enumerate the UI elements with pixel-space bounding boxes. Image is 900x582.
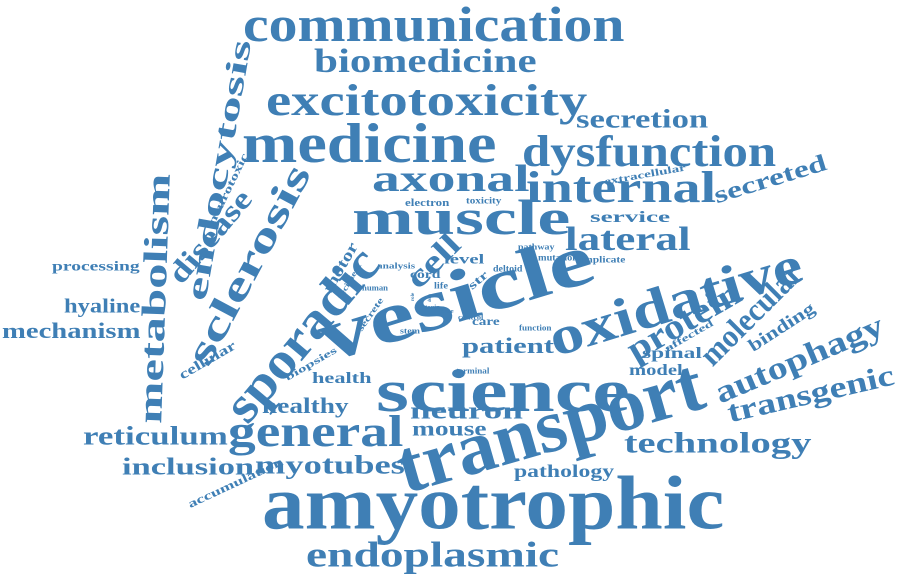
cloud-word-science: science	[376, 357, 630, 424]
cloud-word-level: level	[444, 252, 485, 268]
cloud-word-implicate: implicate	[580, 254, 626, 265]
cloud-word-myotubes: myotubes	[255, 450, 405, 480]
cloud-word-terminal: terminal	[456, 366, 490, 376]
cloud-word-secretion: secretion	[576, 104, 709, 134]
cloud-word-healthy: healthy	[262, 392, 349, 418]
cloud-word-reticulum: reticulum	[83, 421, 228, 451]
cloud-word-processing: processing	[52, 259, 140, 275]
cloud-word-medicine: medicine	[242, 113, 497, 176]
cloud-word-cord: cord	[410, 267, 441, 282]
cloud-word-biomedicine: biomedicine	[314, 43, 537, 81]
cloud-word-mutation: mutation	[538, 252, 579, 263]
cloud-word-patient: patient	[462, 332, 555, 358]
cloud-word-toxin: toxin	[425, 305, 441, 312]
cloud-word-role: role	[410, 292, 416, 301]
cloud-word-internal: internal	[526, 162, 717, 212]
cloud-word-stem: stem	[400, 326, 420, 336]
cloud-word-muscle: muscle	[352, 189, 571, 245]
cloud-word-pathway: pathway	[518, 242, 555, 252]
cloud-word-life: life	[434, 280, 449, 291]
cloud-word-lateral: lateral	[565, 221, 691, 259]
cloud-word-deltoid: deltoid	[493, 263, 523, 274]
cloud-word-care: care	[472, 314, 500, 329]
cloud-word-axonal: axonal	[372, 157, 530, 200]
cloud-word-electron: electron	[405, 197, 450, 209]
cloud-word-neuron: neuron	[410, 398, 523, 425]
cloud-word-endoplasmic: endoplasmic	[306, 534, 560, 575]
cloud-word-amyotrophic: amyotrophic	[262, 461, 725, 546]
cloud-word-function: function	[519, 323, 552, 333]
cloud-word-pathology: pathology	[514, 461, 615, 482]
cloud-word-toxicity: toxicity	[466, 195, 502, 206]
cloud-word-metabolism: metabolism	[132, 172, 178, 425]
cloud-word-control: control	[458, 313, 484, 322]
cloud-word-death: death	[427, 294, 433, 302]
cloud-word-hyaline: hyaline	[64, 295, 141, 318]
cloud-word-excitotoxicity: excitotoxicity	[266, 75, 588, 125]
cloud-word-health: health	[312, 369, 372, 387]
cloud-word-analysis: analysis	[377, 261, 416, 271]
cloud-word-case: case	[441, 309, 454, 316]
cloud-word-service: service	[590, 208, 671, 226]
cloud-word-spinal: spinal	[642, 344, 702, 362]
cloud-word-model: model	[629, 361, 683, 379]
cloud-word-inclusion: inclusion	[122, 454, 255, 481]
cloud-word-technology: technology	[624, 426, 812, 460]
cloud-word-mouse: mouse	[412, 418, 487, 441]
cloud-word-dysfunction: dysfunction	[522, 126, 777, 176]
cloud-word-general: general	[228, 406, 404, 456]
cloud-word-mechanism: mechanism	[2, 317, 141, 343]
cloud-word-communication: communication	[243, 0, 625, 52]
cloud-word-human: human	[362, 283, 389, 293]
